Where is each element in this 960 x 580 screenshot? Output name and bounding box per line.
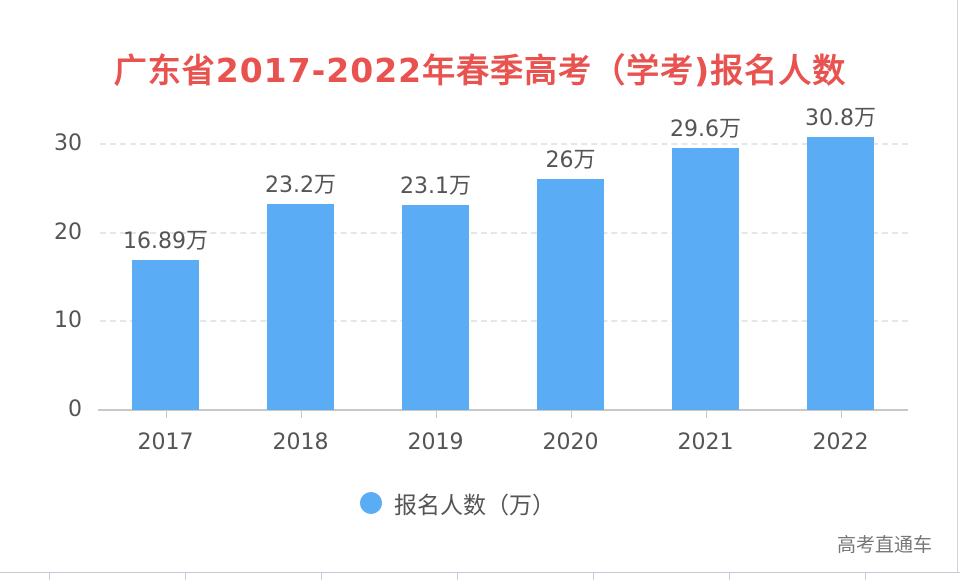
- gridline: [100, 231, 908, 234]
- sheet-grid-tick: [865, 572, 866, 580]
- chart-title: 广东省2017-2022年春季高考（学考)报名人数: [113, 51, 847, 90]
- sheet-grid-tick: [185, 572, 186, 580]
- x-axis-tick-label: 2019: [407, 430, 464, 455]
- x-axis-tick-label: 2020: [542, 430, 599, 455]
- sheet-grid-line: [0, 572, 960, 573]
- y-axis-tick-label: 0: [68, 397, 82, 422]
- x-axis-tick: [706, 411, 707, 418]
- bar-value-label: 29.6万: [670, 116, 741, 142]
- gridline: [100, 320, 908, 323]
- y-axis-tick-label: 30: [54, 131, 82, 156]
- bar-2020[interactable]: [537, 179, 604, 410]
- sheet-grid-tick: [49, 572, 50, 580]
- x-axis-tick: [841, 411, 842, 418]
- sheet-grid-tick: [729, 572, 730, 580]
- x-axis-tick-label: 2017: [137, 430, 194, 455]
- bar-value-label: 16.89万: [123, 229, 208, 255]
- legend-dot-icon: [360, 492, 382, 514]
- x-axis-tick-label: 2022: [812, 430, 869, 455]
- sheet-grid-tick: [321, 572, 322, 580]
- bar-value-label: 30.8万: [805, 105, 876, 131]
- bar-2019[interactable]: [402, 205, 469, 410]
- y-axis-tick-label: 10: [54, 308, 82, 334]
- legend[interactable]: 报名人数（万）: [360, 488, 555, 519]
- bar-2022[interactable]: [807, 136, 874, 410]
- x-axis-tick-label: 2021: [677, 430, 734, 455]
- sheet-grid-tick: [593, 572, 594, 580]
- bar-value-label: 23.2万: [265, 173, 336, 199]
- bar-value-label: 23.1万: [400, 174, 471, 200]
- bar-2018[interactable]: [267, 204, 334, 410]
- x-axis-tick-label: 2018: [272, 430, 329, 455]
- y-axis-tick-label: 20: [54, 219, 82, 245]
- x-axis-tick: [166, 411, 167, 418]
- x-axis-tick: [436, 411, 437, 418]
- x-axis-line: [98, 409, 908, 411]
- sheet-grid-tick: [457, 572, 458, 580]
- x-axis-tick: [301, 411, 302, 418]
- watermark: 高考直通车: [836, 534, 932, 556]
- bar-2021[interactable]: [672, 147, 739, 410]
- bar-value-label: 26万: [545, 148, 596, 174]
- gridline: [100, 143, 908, 145]
- bar-2017[interactable]: [132, 260, 199, 410]
- x-axis-tick: [571, 411, 572, 418]
- legend-label: 报名人数（万）: [394, 493, 555, 519]
